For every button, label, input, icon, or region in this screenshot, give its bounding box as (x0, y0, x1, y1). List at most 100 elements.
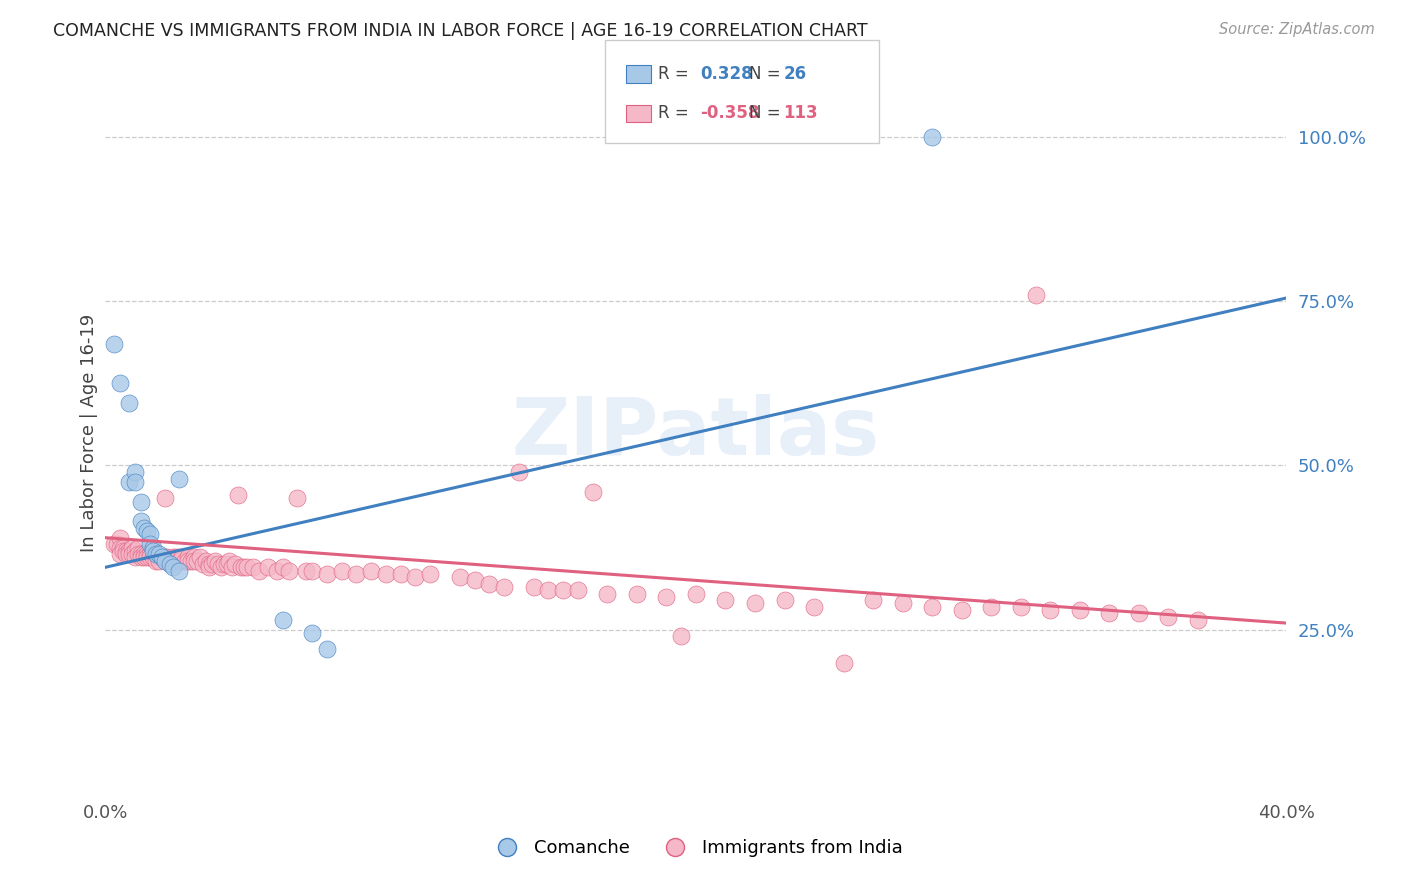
Point (714, 593, 737, 607)
Point (197, 560, 219, 574)
Point (118, 396, 141, 410)
Point (921, 130, 943, 145)
Point (464, 574, 486, 588)
Point (1128, 607, 1150, 621)
Point (803, 599, 825, 614)
Point (1098, 607, 1121, 621)
Point (228, 488, 250, 502)
Point (150, 550, 173, 565)
Point (138, 547, 162, 561)
Point (209, 560, 232, 574)
Point (129, 547, 152, 561)
Point (271, 613, 294, 627)
Point (129, 550, 152, 565)
Point (118, 547, 141, 561)
Point (103, 337, 125, 351)
Point (118, 475, 141, 489)
Point (110, 531, 132, 545)
Point (1069, 603, 1091, 617)
Legend: Comanche, Immigrants from India: Comanche, Immigrants from India (482, 832, 910, 864)
Point (950, 603, 973, 617)
Point (145, 547, 167, 561)
Text: 26: 26 (783, 65, 806, 83)
Point (183, 554, 205, 568)
Text: 113: 113 (783, 104, 818, 122)
Point (980, 599, 1002, 614)
Point (744, 596, 766, 610)
Point (145, 554, 167, 568)
Point (257, 560, 280, 574)
Point (148, 547, 170, 561)
Point (315, 642, 337, 657)
Point (832, 656, 855, 670)
Point (207, 557, 229, 571)
Point (197, 557, 219, 571)
Point (582, 484, 605, 499)
Point (180, 554, 202, 568)
Point (165, 550, 187, 565)
Point (132, 547, 155, 561)
Point (551, 583, 574, 598)
Point (492, 580, 515, 594)
Text: ZIPatlas: ZIPatlas (512, 393, 880, 472)
Point (1010, 599, 1032, 614)
Point (921, 599, 943, 614)
Point (236, 560, 259, 574)
Point (162, 554, 184, 568)
Point (266, 564, 288, 578)
Point (156, 550, 179, 565)
Point (142, 550, 165, 565)
Point (138, 550, 162, 565)
Point (169, 554, 191, 568)
Point (242, 560, 264, 574)
Point (169, 564, 191, 578)
Point (671, 629, 693, 643)
Point (159, 554, 181, 568)
Point (449, 570, 471, 584)
Text: R =: R = (658, 104, 699, 122)
Text: -0.358: -0.358 (700, 104, 759, 122)
Point (862, 593, 884, 607)
Point (330, 564, 353, 578)
Point (221, 560, 243, 574)
Point (129, 514, 152, 528)
Point (247, 564, 270, 578)
Point (135, 524, 157, 538)
Point (567, 583, 589, 598)
Point (626, 586, 648, 600)
Point (194, 554, 217, 568)
Point (685, 586, 707, 600)
Text: R =: R = (658, 65, 699, 83)
Point (201, 557, 224, 571)
Point (127, 541, 149, 555)
Point (301, 564, 323, 578)
Point (124, 544, 146, 558)
Point (153, 550, 176, 565)
Point (174, 554, 197, 568)
Point (1024, 287, 1046, 301)
Point (169, 550, 191, 565)
Point (115, 547, 138, 561)
Point (110, 376, 132, 391)
Point (162, 550, 184, 565)
Point (287, 491, 309, 506)
Point (212, 557, 235, 571)
Point (132, 550, 155, 565)
Point (186, 554, 208, 568)
Point (153, 491, 176, 506)
Point (138, 537, 162, 551)
Point (1187, 613, 1209, 627)
Point (145, 547, 167, 561)
Point (142, 544, 165, 558)
Point (132, 521, 155, 535)
Point (191, 557, 214, 571)
Point (374, 566, 398, 581)
Point (105, 537, 128, 551)
Point (389, 566, 412, 581)
Point (523, 580, 546, 594)
Point (148, 554, 170, 568)
Point (346, 566, 368, 581)
Text: N =: N = (749, 104, 786, 122)
Point (150, 550, 173, 565)
Text: 0.328: 0.328 (700, 65, 752, 83)
